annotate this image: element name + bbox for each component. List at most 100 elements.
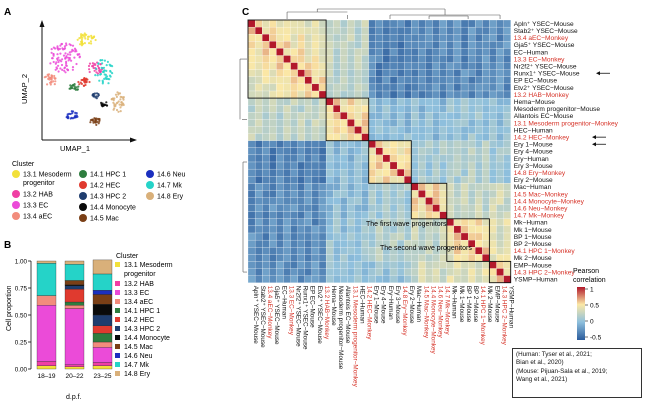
- heatmap-cell: [439, 105, 447, 113]
- heatmap-cell: [432, 97, 440, 106]
- heatmap-cell: [311, 83, 320, 92]
- heatmap-cell: [467, 204, 476, 212]
- bar-legend-swatch: [115, 353, 120, 358]
- heatmap-cell: [475, 168, 483, 177]
- legend-swatch: [12, 201, 20, 209]
- umap-point: [48, 76, 51, 79]
- heatmap-cell: [333, 147, 341, 156]
- heatmap-cell: [325, 69, 334, 77]
- heatmap-cell: [425, 76, 433, 85]
- heatmap-cell: [404, 76, 412, 85]
- heatmap-cell: [425, 154, 433, 163]
- heatmap-cell: [297, 34, 305, 42]
- heatmap-cell: [290, 90, 298, 99]
- umap-point: [60, 60, 63, 63]
- umap-point: [73, 56, 76, 59]
- colorbar-tick-label: 1: [590, 286, 594, 293]
- legend-swatch: [12, 190, 20, 198]
- heatmap-cell: [283, 268, 291, 276]
- heatmap-col-label: 14.2 HEC−Monkey: [365, 286, 372, 341]
- heatmap-cell: [283, 62, 291, 70]
- heatmap-cell: [489, 19, 497, 28]
- heatmap-cell: [269, 55, 277, 63]
- umap-point: [76, 88, 79, 91]
- heatmap-cell: [432, 197, 440, 205]
- heatmap-cell: [467, 190, 476, 198]
- umap-ylabel: UMAP_2: [20, 74, 29, 104]
- heatmap-cell: [404, 190, 412, 198]
- heatmap-cell: [354, 26, 362, 35]
- heatmap-cell: [304, 261, 313, 269]
- heatmap-cell: [460, 119, 469, 127]
- heatmap-cell: [368, 239, 376, 248]
- heatmap-cell: [446, 218, 455, 227]
- heatmap-cell: [269, 183, 277, 191]
- heatmap-col-label: Mk 2−Mouse: [486, 286, 493, 323]
- heatmap-cell: [453, 112, 462, 120]
- umap-point: [94, 74, 97, 77]
- heatmap-cell: [290, 97, 298, 106]
- heatmap-cell: [432, 112, 440, 120]
- umap-point: [83, 42, 86, 45]
- heatmap-row-label: 14.6 Neu−Monkey: [514, 206, 568, 213]
- heatmap-cell: [389, 19, 398, 28]
- heatmap-cell: [425, 19, 433, 28]
- heatmap-cell: [475, 232, 483, 241]
- heatmap-cell: [340, 119, 348, 127]
- heatmap-col-label: Ery 2−Mouse: [408, 286, 415, 324]
- heatmap-cell: [475, 83, 483, 92]
- heatmap-cell: [467, 62, 476, 70]
- heatmap-cell: [269, 168, 277, 177]
- heatmap-cell: [482, 247, 490, 255]
- heatmap-cell: [382, 161, 391, 170]
- heatmap-cell: [482, 76, 490, 85]
- heatmap-row-label: 14.1 HPC 1−Monkey: [514, 248, 576, 255]
- colorbar-title-2: correlation: [573, 277, 606, 284]
- heatmap-cell: [503, 19, 511, 28]
- heatmap-cell: [347, 239, 355, 248]
- heatmap-cell: [439, 19, 447, 28]
- heatmap-cell: [439, 76, 447, 85]
- umap-point: [89, 121, 92, 124]
- heatmap-cell: [318, 90, 327, 99]
- heatmap-cell: [269, 275, 277, 283]
- heatmap-cell: [290, 19, 298, 28]
- heatmap-cell: [404, 147, 412, 156]
- heatmap-cell: [354, 218, 362, 227]
- heatmap-cell: [254, 105, 263, 113]
- heatmap-cell: [432, 168, 440, 177]
- heatmap-cell: [318, 204, 327, 212]
- heatmap-cell: [340, 19, 348, 28]
- heatmap-cell: [340, 254, 348, 262]
- heatmap-cell: [269, 232, 277, 241]
- umap-point: [93, 62, 96, 65]
- heatmap-cell: [453, 154, 462, 163]
- heatmap-cell: [283, 19, 291, 28]
- heatmap-cell: [475, 183, 483, 191]
- heatmap-cell: [311, 161, 320, 170]
- heatmap-cell: [254, 48, 263, 56]
- heatmap-cell: [368, 211, 376, 219]
- heatmap-cell: [347, 69, 355, 77]
- heatmap-cell: [439, 183, 447, 191]
- umap-point: [90, 37, 93, 40]
- heatmap-cell: [453, 19, 462, 28]
- umap-point: [90, 42, 93, 45]
- heatmap-cell: [375, 232, 384, 241]
- heatmap-cell: [418, 76, 426, 85]
- heatmap-cell: [297, 204, 305, 212]
- heatmap-row-label: Ery 1−Mouse: [514, 142, 553, 149]
- heatmap-cell: [432, 34, 440, 42]
- umap-point: [108, 63, 111, 66]
- heatmap-cell: [354, 76, 362, 85]
- umap-point: [122, 96, 125, 99]
- heatmap-cell: [453, 126, 462, 134]
- bar-segment: [64, 305, 85, 309]
- heatmap-cell: [262, 268, 270, 276]
- heatmap-cell: [311, 90, 320, 99]
- heatmap-cell: [247, 119, 256, 127]
- heatmap-cell: [475, 247, 483, 255]
- heatmap-cell: [269, 147, 277, 156]
- heatmap-cell: [489, 48, 497, 56]
